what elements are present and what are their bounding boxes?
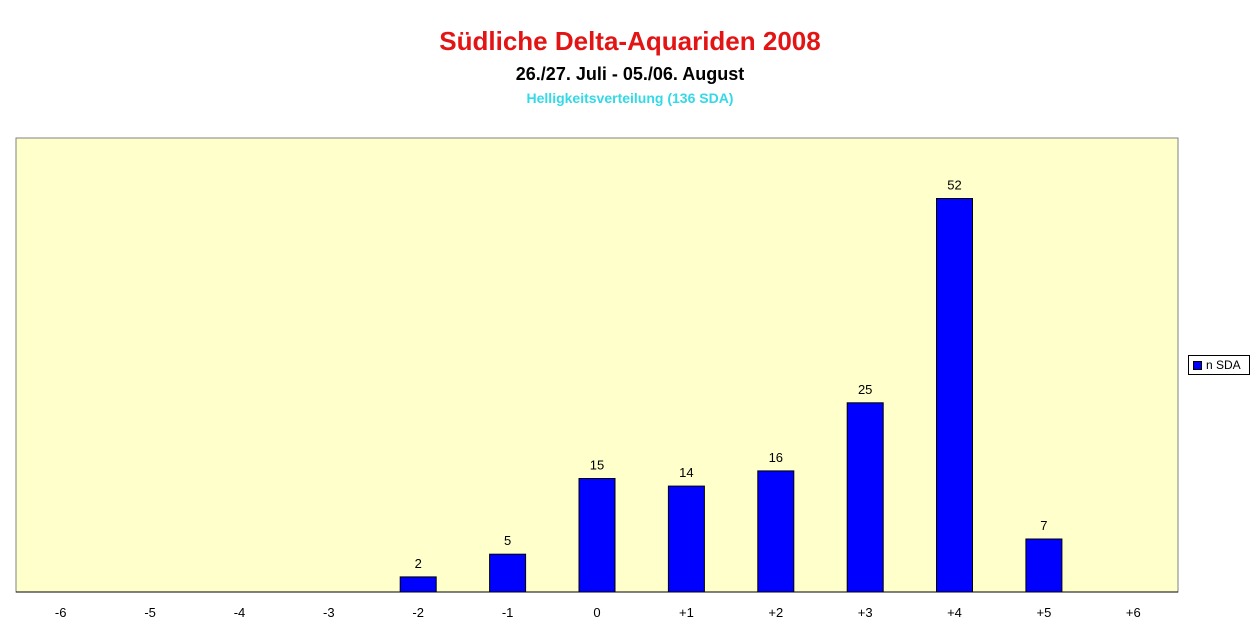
chart-title: Südliche Delta-Aquariden 2008 (439, 26, 821, 56)
legend-label: n SDA (1206, 358, 1241, 372)
bar--2 (399, 576, 437, 593)
value-label-+4: 52 (947, 178, 961, 193)
value-label-+2: 16 (769, 450, 783, 465)
x-tick--2: -2 (412, 605, 424, 620)
x-tick--1: -1 (502, 605, 514, 620)
bar-+3 (846, 402, 884, 593)
x-tick--6: -6 (55, 605, 67, 620)
legend: n SDA (1188, 355, 1250, 375)
bar-+1 (667, 485, 705, 593)
value-label-0: 15 (590, 458, 604, 473)
x-tick-+6: +6 (1126, 605, 1141, 620)
bar-+4 (936, 198, 973, 593)
legend-swatch (1193, 360, 1202, 370)
value-label--2: 2 (415, 556, 422, 571)
bar--1 (489, 553, 527, 593)
bars-group (399, 198, 1063, 593)
chart-subtitle: 26./27. Juli - 05./06. August (515, 64, 745, 84)
value-label--1: 5 (504, 533, 511, 548)
x-tick-+3: +3 (858, 605, 873, 620)
x-tick-0: 0 (593, 605, 600, 620)
x-tick-+1: +1 (679, 605, 694, 620)
value-label-+3: 25 (858, 382, 872, 397)
x-tick--3: -3 (323, 605, 335, 620)
x-tick--5: -5 (144, 605, 156, 620)
bar-0 (578, 478, 616, 593)
bar-+2 (757, 470, 795, 593)
bar-+5 (1025, 538, 1063, 593)
x-tick-+2: +2 (768, 605, 783, 620)
chart-subtitle-secondary: Helligkeitsverteilung (136 SDA) (526, 90, 734, 106)
value-label-+5: 7 (1040, 518, 1047, 533)
x-tick-+4: +4 (947, 605, 962, 620)
x-tick-+5: +5 (1036, 605, 1051, 620)
value-label-+1: 14 (679, 465, 693, 480)
x-tick--4: -4 (234, 605, 246, 620)
x-tick-labels-group: -6 -5 -4 -3 -2 -1 0 +1 +2 +3 +4 +5 +6 (55, 605, 1141, 620)
